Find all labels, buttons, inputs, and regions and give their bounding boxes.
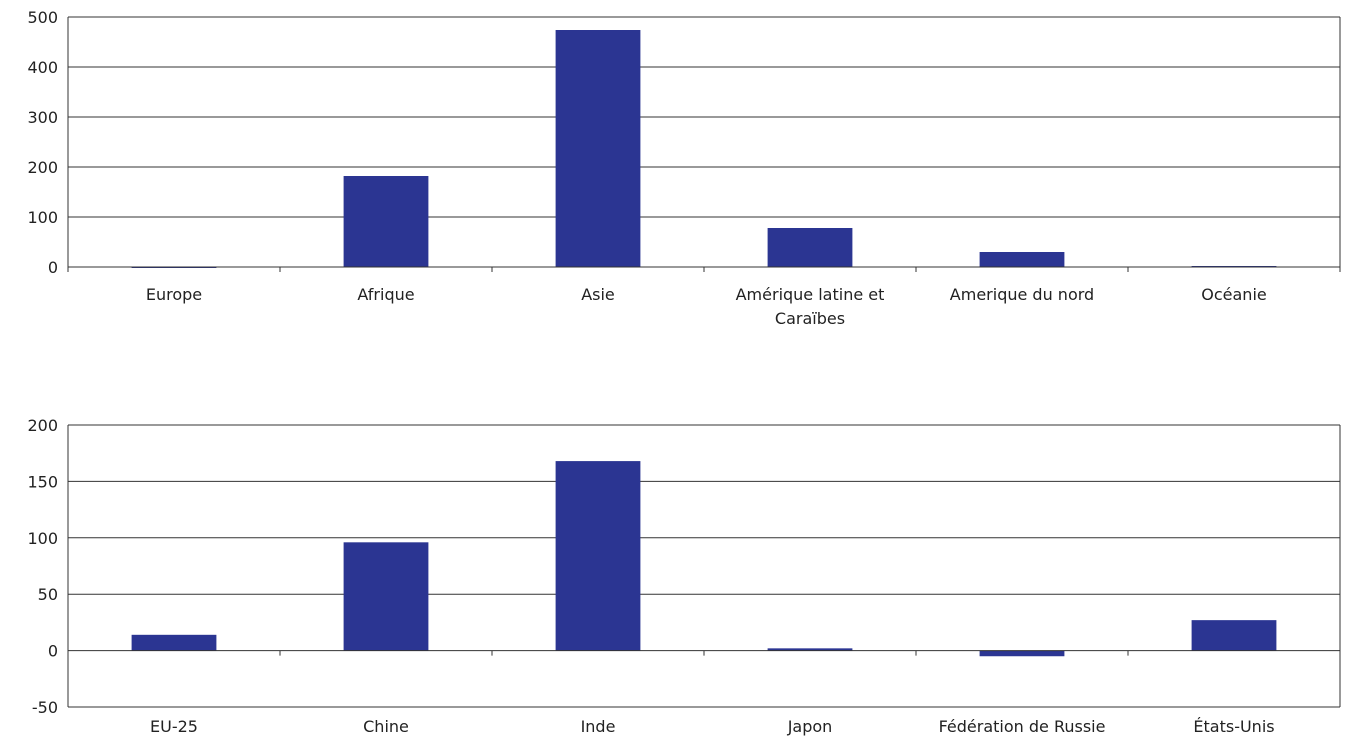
category-label: Japon xyxy=(787,717,833,736)
bar xyxy=(343,542,429,651)
chart-countries: -50 0 50 100 150 200 EU-25 Chine Inde Japon Fédéra… xyxy=(27,416,1341,736)
y-tick-label: 200 xyxy=(27,158,58,177)
category-label: Inde xyxy=(581,717,616,736)
bar xyxy=(979,650,1065,657)
category-label: Océanie xyxy=(1201,285,1266,304)
bar xyxy=(343,176,429,267)
category-label: EU-25 xyxy=(150,717,198,736)
y-tick-label: 100 xyxy=(27,529,58,548)
bar xyxy=(767,648,853,651)
chart-regions: 0 100 200 300 400 500 Europe Afrique Asie Amériqu… xyxy=(27,8,1341,328)
category-label: États-Unis xyxy=(1193,717,1274,736)
y-tick-label: 0 xyxy=(48,258,58,277)
category-label: Fédération de Russie xyxy=(939,717,1106,736)
bar xyxy=(555,461,641,651)
bar xyxy=(555,30,641,267)
category-label: Amerique du nord xyxy=(950,285,1094,304)
category-label: Amérique latine et Caraïbes xyxy=(736,285,885,328)
category-label: Afrique xyxy=(357,285,414,304)
y-tick-label: 100 xyxy=(27,208,58,227)
y-tick-label: 500 xyxy=(27,8,58,27)
y-tick-label: 300 xyxy=(27,108,58,127)
category-label: Europe xyxy=(146,285,202,304)
y-tick-label: -50 xyxy=(32,698,58,717)
bar xyxy=(1191,620,1277,651)
category-label: Asie xyxy=(581,285,615,304)
y-tick-label: 150 xyxy=(27,472,58,491)
category-label: Chine xyxy=(363,717,409,736)
bar xyxy=(767,228,853,267)
y-tick-label: 0 xyxy=(48,642,58,661)
bar xyxy=(131,634,217,651)
bar xyxy=(979,252,1065,267)
y-tick-label: 50 xyxy=(38,585,58,604)
y-tick-label: 400 xyxy=(27,58,58,77)
y-tick-label: 200 xyxy=(27,416,58,435)
